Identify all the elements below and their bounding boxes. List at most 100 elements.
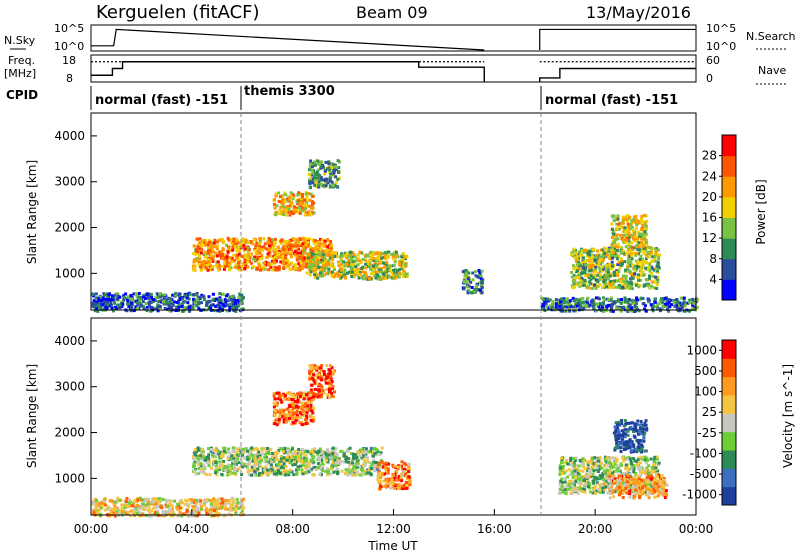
heatmap-cell <box>655 287 659 290</box>
heatmap-cell <box>201 455 205 459</box>
heatmap-cell <box>322 391 326 395</box>
heatmap-cell <box>331 446 335 450</box>
heatmap-cell <box>247 456 251 460</box>
heatmap-cell <box>273 397 277 401</box>
heatmap-cell <box>678 301 682 305</box>
heatmap-cell <box>294 449 298 453</box>
heatmap-cell <box>377 258 381 262</box>
heatmap-cell <box>148 514 152 518</box>
heatmap-cell <box>328 456 332 460</box>
heatmap-cell <box>221 292 225 296</box>
heatmap-cell <box>215 465 218 469</box>
heatmap-cell <box>205 511 209 515</box>
heatmap-cell <box>634 239 638 243</box>
heatmap-cell <box>284 208 288 212</box>
heatmap-cell <box>303 248 307 252</box>
heatmap-cell <box>302 245 306 249</box>
heatmap-cell <box>207 249 210 253</box>
heatmap-cell <box>308 364 312 368</box>
heatmap-cell <box>274 454 278 458</box>
heatmap-cell <box>600 269 604 273</box>
heatmap-cell <box>356 450 360 454</box>
heatmap-cell <box>330 380 334 383</box>
heatmap-cell <box>384 269 388 273</box>
heatmap-cell <box>207 464 211 468</box>
heatmap-cell <box>688 300 692 304</box>
heatmap-cell <box>400 464 403 468</box>
heatmap-cell <box>302 258 306 262</box>
heatmap-cell <box>227 247 231 251</box>
heatmap-cell <box>241 454 245 458</box>
heatmap-cell <box>194 252 198 256</box>
heatmap-cell <box>290 409 294 413</box>
heatmap-cell <box>325 388 329 392</box>
heatmap-cell <box>603 278 607 282</box>
heatmap-cell <box>180 514 184 518</box>
heatmap-cell <box>259 465 263 468</box>
heatmap-cell <box>637 252 641 256</box>
heatmap-cell <box>369 259 372 263</box>
heatmap-cell <box>230 506 234 510</box>
heatmap-cell <box>330 180 334 184</box>
heatmap-cell <box>383 472 387 476</box>
heatmap-cell <box>598 283 602 287</box>
heatmap-cell <box>274 268 278 272</box>
heatmap-cell <box>276 410 280 414</box>
heatmap-cell <box>621 261 624 265</box>
heatmap-cell <box>309 253 313 257</box>
heatmap-cell <box>632 218 636 222</box>
heatmap-cell <box>375 272 379 276</box>
heatmap-cell <box>584 300 587 304</box>
heatmap-cell <box>185 499 189 503</box>
heatmap-cell <box>305 211 309 215</box>
heatmap-cell <box>171 293 175 297</box>
heatmap-cell <box>310 459 314 463</box>
heatmap-cell <box>646 284 650 288</box>
heatmap-cell <box>312 211 316 215</box>
heatmap-cell <box>93 305 97 309</box>
heatmap-cell <box>321 165 325 169</box>
heatmap-cell <box>118 303 122 307</box>
heatmap-cell <box>387 264 390 268</box>
heatmap-cell <box>237 265 241 269</box>
heatmap-cell <box>277 251 281 255</box>
heatmap-cell <box>329 174 333 178</box>
heatmap-cell <box>546 305 550 309</box>
heatmap-cell <box>372 258 376 262</box>
heatmap-cell <box>616 214 620 218</box>
heatmap-cell <box>376 478 380 482</box>
heatmap-cell <box>244 263 248 267</box>
heatmap-cell <box>564 309 568 313</box>
colorbar-swatch <box>722 258 736 280</box>
heatmap-cell <box>620 306 624 309</box>
heatmap-cell <box>473 287 477 291</box>
heatmap-cell <box>663 296 667 300</box>
heatmap-cell <box>378 453 382 457</box>
heatmap-cell <box>233 299 237 302</box>
heatmap-cell <box>285 407 289 411</box>
cpid-segment-1: normal (fast) -151 <box>95 93 228 108</box>
heatmap-cell <box>331 460 335 464</box>
heatmap-cell <box>236 455 240 459</box>
heatmap-cell <box>656 248 660 252</box>
heatmap-cell <box>223 260 227 264</box>
heatmap-cell <box>632 216 636 219</box>
heatmap-cell <box>200 301 203 305</box>
heatmap-cell <box>287 208 291 211</box>
heatmap-cell <box>280 415 284 419</box>
heatmap-cell <box>342 460 346 464</box>
heatmap-cell <box>240 265 244 268</box>
heatmap-cell <box>324 248 328 252</box>
heatmap-cell <box>318 271 322 275</box>
heatmap-cell <box>309 399 313 403</box>
heatmap-cell <box>643 223 647 227</box>
heatmap-cell <box>301 206 305 210</box>
heatmap-cell <box>319 182 323 186</box>
heatmap-cell <box>278 416 281 420</box>
heatmap-cell <box>308 371 312 375</box>
heatmap-cell <box>324 452 328 456</box>
heatmap-cell <box>285 243 289 247</box>
heatmap-cell <box>100 298 104 302</box>
heatmap-cell <box>608 256 612 260</box>
heatmap-cell <box>601 303 605 307</box>
